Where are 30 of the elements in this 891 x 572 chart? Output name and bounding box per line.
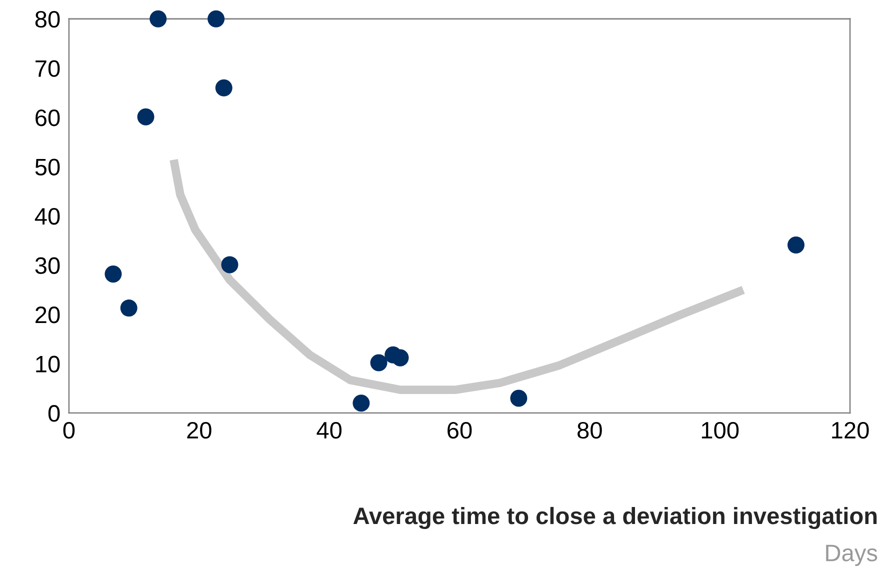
point [510, 390, 528, 407]
y-tick-label: 80 [35, 10, 60, 28]
x-tick-label: 0 [63, 422, 75, 439]
y-tick-label: 50 [35, 158, 60, 176]
y-tick-label: 20 [36, 306, 60, 324]
point [787, 236, 804, 254]
point [137, 108, 154, 126]
x-tick-label: 20 [187, 422, 212, 439]
point [104, 266, 122, 283]
point [208, 10, 225, 28]
point [215, 79, 232, 96]
y-tick-label: 70 [36, 60, 60, 77]
x-axis-title: Average time to close a deviation investigation [353, 506, 877, 530]
point [392, 349, 409, 366]
text: Days [826, 544, 878, 566]
point [150, 10, 167, 28]
y-tick-label: 0 [48, 405, 60, 422]
x-tick-label: 120 [832, 422, 869, 439]
y-tick-label: 10 [36, 356, 60, 373]
x-tick-label: 60 [448, 422, 472, 439]
x-tick-label: 80 [578, 422, 602, 439]
y-tick-label: 40 [34, 208, 60, 225]
point [370, 354, 388, 372]
y-tick-label: 60 [36, 109, 60, 126]
point [352, 394, 370, 412]
x-tick-label: 100 [702, 422, 739, 439]
point [221, 256, 238, 274]
y-tick-label: 30 [35, 257, 60, 274]
x-tick-label: 40 [316, 422, 342, 439]
point [120, 300, 138, 317]
